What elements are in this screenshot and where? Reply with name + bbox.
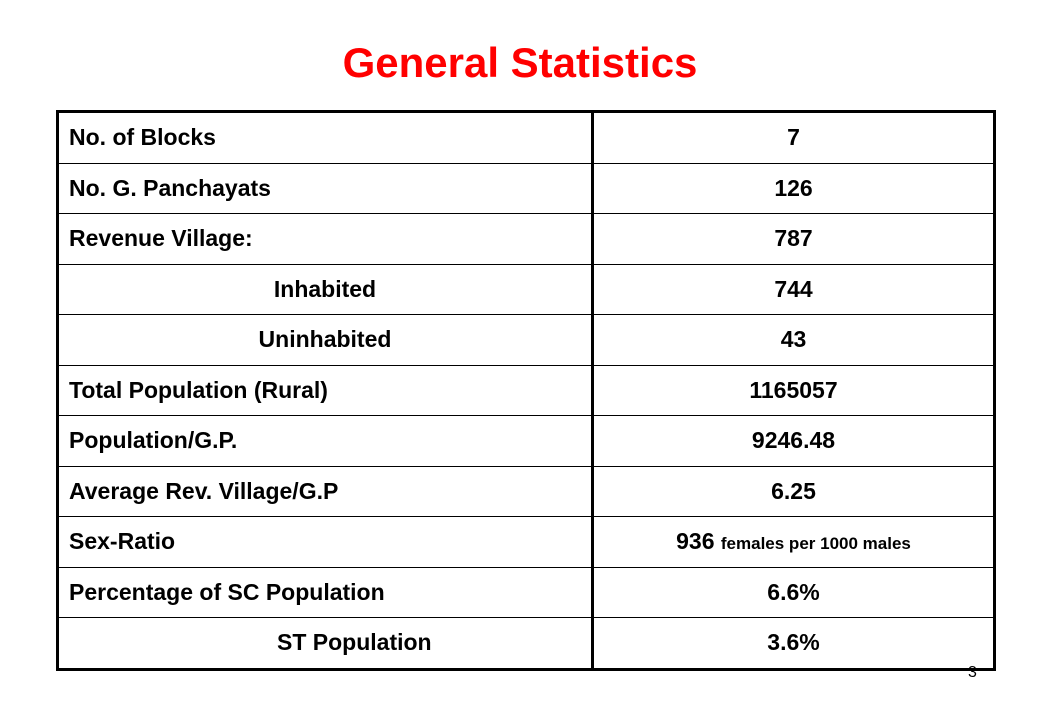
row-label: No. of Blocks	[57, 111, 593, 164]
row-label: Total Population (Rural)	[57, 364, 593, 416]
row-value: 43	[591, 314, 995, 366]
table-row: ST Population 3.6%	[57, 617, 995, 670]
row-label: Population/G.P.	[57, 415, 593, 467]
row-label: Percentage of SC Population	[57, 566, 593, 618]
table-row: Percentage of SC Population 6.6%	[57, 566, 995, 618]
row-label: Revenue Village:	[57, 213, 593, 265]
page-number: 3	[968, 664, 977, 681]
table-row: Revenue Village: 787	[57, 213, 995, 265]
row-value: 6.25	[591, 465, 995, 517]
row-label: Sex-Ratio	[57, 516, 593, 568]
sex-ratio-suffix: females per 1000 males	[720, 534, 911, 554]
row-value: 6.6%	[591, 566, 995, 618]
row-value: 126	[591, 162, 995, 214]
row-value: 744	[591, 263, 995, 315]
row-value: 787	[591, 213, 995, 265]
table-row: Inhabited 744	[57, 263, 995, 315]
table-row: No. of Blocks 7	[57, 111, 995, 164]
row-label: Inhabited	[57, 263, 593, 315]
statistics-table: No. of Blocks 7 No. G. Panchayats 126 Re…	[56, 110, 996, 671]
row-value: 936 females per 1000 males	[591, 516, 995, 568]
table-row: No. G. Panchayats 126	[57, 162, 995, 214]
row-value: 1165057	[591, 364, 995, 416]
table-row: Total Population (Rural) 1165057	[57, 364, 995, 416]
sex-ratio-value: 936	[676, 528, 715, 555]
table-row: Average Rev. Village/G.P 6.25	[57, 465, 995, 517]
row-label: Average Rev. Village/G.P	[57, 465, 593, 517]
row-value: 3.6%	[591, 617, 995, 670]
table-row: Population/G.P. 9246.48	[57, 415, 995, 467]
row-value: 7	[591, 111, 995, 164]
table-row: Sex-Ratio 936 females per 1000 males	[57, 516, 995, 568]
row-label: No. G. Panchayats	[57, 162, 593, 214]
row-value: 9246.48	[591, 415, 995, 467]
row-label: Uninhabited	[57, 314, 593, 366]
page-title: General Statistics	[342, 39, 698, 86]
table-row: Uninhabited 43	[57, 314, 995, 366]
row-label: ST Population	[57, 617, 593, 670]
